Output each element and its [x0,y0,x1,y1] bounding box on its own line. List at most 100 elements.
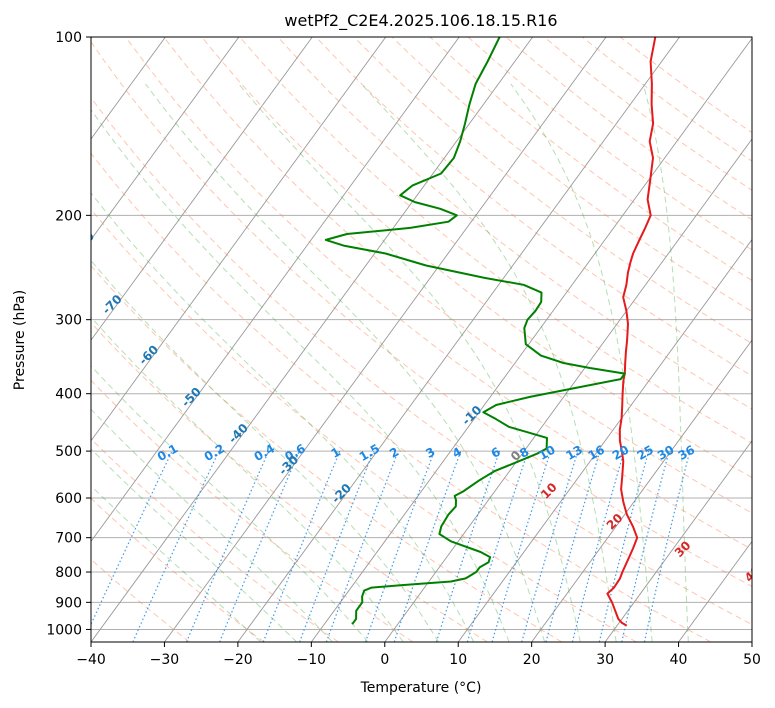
dry-adiabat-line [125,37,752,550]
isotherm-line [457,238,752,642]
dry-adiabat-label: 20 [604,511,626,533]
mixing-ratio-line [491,450,552,642]
mixing-ratio-line [466,450,529,642]
y-tick-label: 1000 [46,622,82,638]
moist-adiabat-line [91,485,262,642]
mixing-ratio-label: 0.1 [155,441,180,464]
isotherm-line [164,37,607,642]
temperature-profile-line [606,37,657,627]
moist-adiabat-line [91,448,298,642]
y-tick-label: 200 [55,208,82,224]
x-tick-label: −40 [76,652,106,668]
x-tick-label: 40 [670,652,688,668]
moist-adiabat-line [642,83,689,642]
dry-adiabat-line [315,37,752,377]
mixing-ratio-label: 13 [564,442,585,462]
dry-adiabat-line [91,264,563,642]
dry-adiabat-label: 40 [742,563,764,585]
isotherm-line [310,37,752,642]
moist-adiabat-line [91,259,439,642]
chart-title: wetPf2_C2E4.2025.106.18.15.R16 [284,11,557,31]
mixing-ratio-line [262,450,341,642]
isotherm-line [91,37,166,140]
mixing-ratio-label: 20 [610,442,631,462]
x-tick-label: −20 [223,652,253,668]
mixing-ratio-line [521,450,579,642]
x-tick-label: −10 [297,652,327,668]
mixing-ratio-label: 36 [676,442,697,462]
dry-adiabat-line [91,96,752,626]
isotherm-line [237,37,680,642]
dry-adiabat-line [91,152,712,642]
x-tick-label: 30 [596,652,614,668]
dry-adiabat-label: -80 [72,229,97,254]
dry-adiabat-label: -60 [136,342,161,367]
dry-adiabat-label: -50 [179,385,204,410]
y-tick-label: 500 [55,444,82,460]
isotherm-line [604,440,752,642]
mixing-ratio-line [325,450,399,642]
dry-adiabat-label: -90 [59,146,84,171]
x-tick-label: 20 [523,652,541,668]
dry-adiabat-line [91,321,488,642]
dry-adiabat-line [91,497,265,642]
y-tick-label: 100 [55,30,82,46]
dry-adiabat-label: -10 [459,403,484,428]
x-tick-label: 50 [743,652,761,668]
dry-adiabat-line [91,379,414,642]
mixing-ratio-line [598,450,650,642]
dry-adiabat-line [91,208,637,642]
moist-adiabat-line [91,408,333,642]
dry-adiabat-line [353,37,752,345]
x-tick-label: −30 [150,652,180,668]
mixing-ratio-line [643,450,691,642]
dry-adiabat-label: 30 [672,538,694,560]
mixing-ratio-line [364,450,435,642]
isotherm-line [531,339,752,642]
mixing-ratio-line [299,450,375,642]
isotherm-line [91,37,313,341]
isotherm-line [91,37,387,442]
x-tick-label: 10 [449,652,467,668]
moist-adiabat-line [361,83,617,642]
mixing-ratio-label: 30 [655,442,676,462]
mixing-ratio-label: 10 [536,442,557,462]
dry-adiabat-label: -40 [226,421,251,446]
mixing-ratio-label: 16 [586,442,607,462]
y-tick-label: 800 [55,565,82,581]
dry-adiabat-line [163,37,752,514]
moist-adiabat-line [91,316,404,642]
mixing-ratio-line [621,450,670,642]
mixing-ratio-line [132,450,220,642]
x-tick-label: 0 [380,652,389,668]
plot-frame [90,36,753,643]
y-axis-label: Pressure (hPa) [12,290,28,390]
isotherm-line [384,138,752,642]
mixing-ratio-line [545,450,601,642]
mixing-ratio-line [185,450,270,642]
mixing-ratio-line [571,450,625,642]
y-tick-label: 600 [55,491,82,507]
mixing-ratio-line [219,450,300,642]
dry-adiabat-line [277,37,752,410]
mixing-ratio-line [393,450,462,642]
y-tick-label: 300 [55,313,82,329]
y-tick-label: 900 [55,595,82,611]
isotherm-line [751,641,752,642]
isotherm-line [91,37,240,241]
dry-adiabat-line [391,37,752,313]
mixing-ratio-label: 1 [329,445,343,461]
mixing-ratio-label: 2 [387,445,401,461]
mixing-ratio-line [91,450,173,626]
moist-adiabat-line [510,83,653,642]
dry-adiabat-line [543,37,752,191]
mixing-ratio-label: 1.5 [357,441,382,464]
mixing-ratio-label: 3 [423,445,437,461]
moist-adiabat-line [91,108,510,642]
moist-adiabat-line [145,83,546,642]
y-tick-label: 700 [55,531,82,547]
moist-adiabat-line [238,83,581,642]
dry-adiabat-line [239,37,752,444]
dewpoint-profile-line [324,37,626,625]
mixing-ratio-label: 6 [489,445,503,461]
